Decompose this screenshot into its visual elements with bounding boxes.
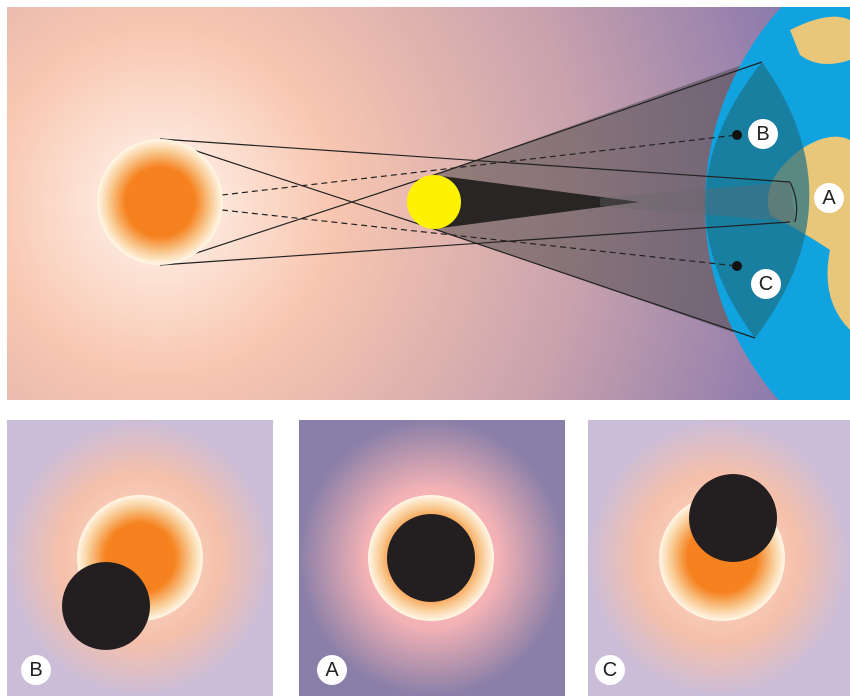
label: A [822, 187, 836, 209]
panel-a: A [299, 420, 565, 696]
panel-b: B [7, 420, 273, 696]
panel-label: C [603, 659, 617, 681]
panel-label: A [325, 659, 339, 681]
panel-c: C [588, 420, 850, 696]
label: B [756, 123, 769, 145]
main-scene: B A C [7, 7, 850, 400]
label: C [759, 273, 773, 295]
panel-label: B [29, 659, 42, 681]
